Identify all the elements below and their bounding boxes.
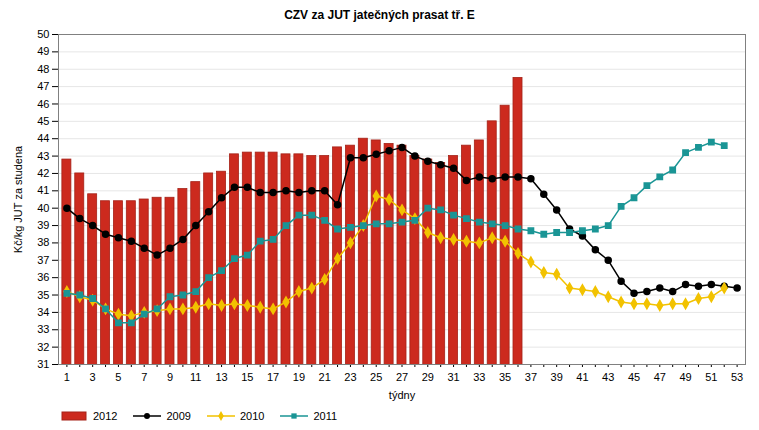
svg-text:36: 36: [37, 271, 49, 283]
svg-text:43: 43: [37, 150, 49, 162]
svg-text:50: 50: [37, 28, 49, 40]
svg-text:19: 19: [293, 371, 305, 383]
svg-text:31: 31: [447, 371, 459, 383]
svg-text:40: 40: [37, 202, 49, 214]
svg-text:35: 35: [499, 371, 511, 383]
svg-text:39: 39: [37, 219, 49, 231]
svg-text:33: 33: [37, 323, 49, 335]
svg-text:48: 48: [37, 63, 49, 75]
svg-text:46: 46: [37, 97, 49, 109]
svg-text:35: 35: [37, 289, 49, 301]
svg-text:34: 34: [37, 306, 49, 318]
svg-text:29: 29: [422, 371, 434, 383]
svg-text:25: 25: [370, 371, 382, 383]
svg-text:41: 41: [37, 184, 49, 196]
svg-text:7: 7: [141, 371, 147, 383]
svg-text:33: 33: [473, 371, 485, 383]
svg-text:17: 17: [267, 371, 279, 383]
svg-text:3: 3: [90, 371, 96, 383]
svg-text:Kč/kg JUT za studena: Kč/kg JUT za studena: [12, 145, 24, 253]
svg-text:53: 53: [731, 371, 743, 383]
svg-text:11: 11: [190, 371, 201, 383]
svg-text:45: 45: [37, 115, 49, 127]
html-text:2011: 2011: [313, 410, 338, 422]
svg-text:47: 47: [654, 371, 666, 383]
svg-text:31: 31: [37, 358, 49, 370]
html-text:2009: 2009: [166, 410, 191, 422]
svg-text:týdny: týdny: [389, 389, 416, 401]
svg-text:27: 27: [396, 371, 408, 383]
svg-text:37: 37: [525, 371, 537, 383]
svg-text:44: 44: [37, 132, 49, 144]
svg-text:42: 42: [37, 167, 49, 179]
svg-text:37: 37: [37, 254, 49, 266]
svg-text:39: 39: [551, 371, 563, 383]
svg-text:41: 41: [576, 371, 588, 383]
svg-text:38: 38: [37, 236, 49, 248]
svg-text:23: 23: [344, 371, 356, 383]
svg-text:5: 5: [115, 371, 121, 383]
svg-text:45: 45: [628, 371, 640, 383]
svg-text:32: 32: [37, 341, 49, 353]
svg-text:49: 49: [37, 45, 49, 57]
html-text:2010: 2010: [240, 410, 265, 422]
svg-text:51: 51: [705, 371, 717, 383]
html-text:2012: 2012: [93, 410, 118, 422]
svg-text:43: 43: [602, 371, 614, 383]
svg-text:49: 49: [679, 371, 691, 383]
svg-text:21: 21: [319, 371, 331, 383]
svg-text:15: 15: [241, 371, 253, 383]
svg-text:13: 13: [215, 371, 227, 383]
svg-text:1: 1: [64, 371, 70, 383]
svg-text:9: 9: [167, 371, 173, 383]
svg-text:47: 47: [37, 80, 49, 92]
html-text:CZV za JUT jatečných prasat tř: CZV za JUT jatečných prasat tř. E: [284, 8, 475, 22]
